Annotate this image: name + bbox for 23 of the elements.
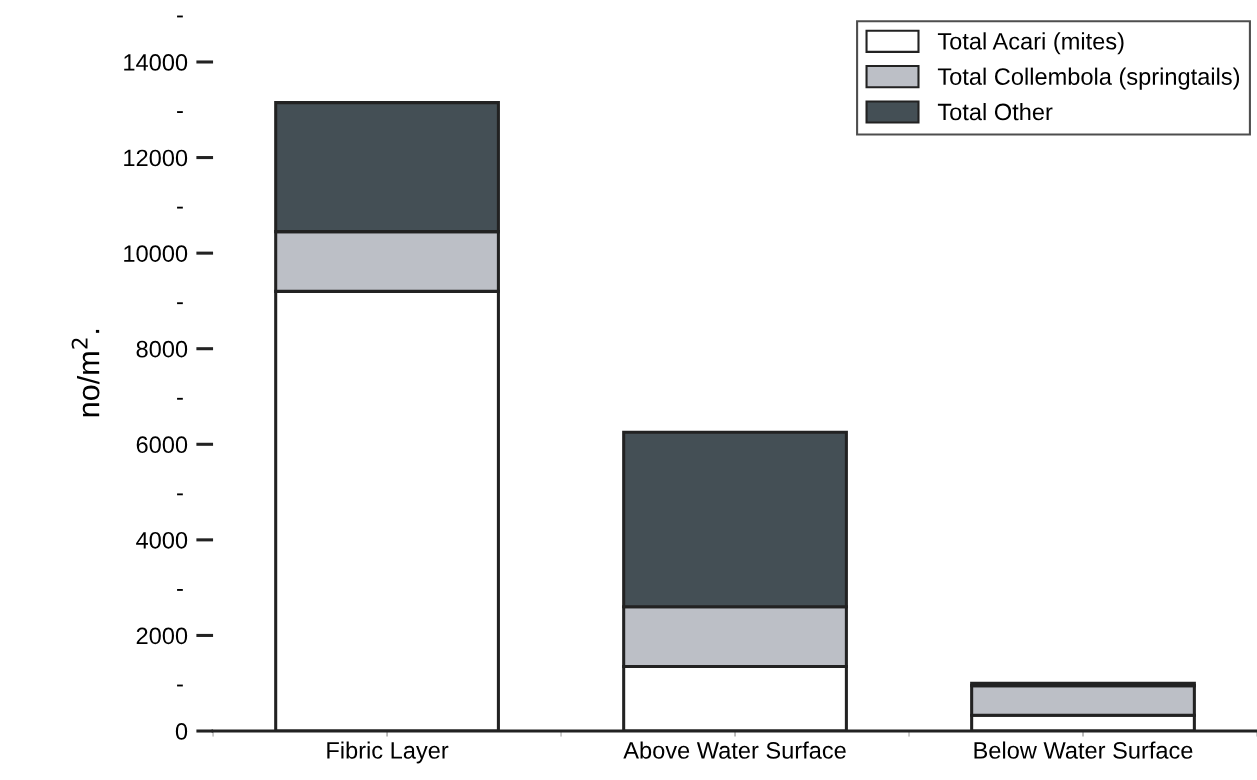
- y-tick-label: 12000: [124, 149, 188, 167]
- y-tick-label: -: [177, 15, 183, 18]
- y-tick-label: 10000: [124, 245, 188, 262]
- y-tick-label: 4000: [136, 531, 188, 549]
- x-tick-label: Above Water Surface: [623, 741, 846, 759]
- legend-label: Total Other: [937, 102, 1053, 121]
- y-tick-label: -: [177, 493, 183, 496]
- y-tick-label: 2000: [136, 627, 188, 645]
- x-tick-label: Below Water Surface: [974, 741, 1193, 759]
- y-tick-label: 6000: [136, 436, 188, 454]
- y-tick-label: 14000: [124, 54, 188, 71]
- y-tick-label: 8000: [136, 340, 188, 358]
- x-tick-label: Fibric Layer: [327, 741, 449, 764]
- y-tick-label: -: [177, 589, 183, 591]
- y-tick-label: 0: [175, 723, 188, 740]
- legend-label: Total Acari (mites): [937, 32, 1124, 55]
- y-tick-label: -: [177, 397, 183, 400]
- y-axis-title: no/m$^{2}$.: [71, 329, 100, 417]
- y-tick-label: -: [177, 206, 183, 209]
- y-tick-label: -: [177, 684, 183, 687]
- y-tick-label: -: [177, 111, 183, 113]
- y-tick-label: -: [177, 302, 183, 305]
- legend-label: Total Collembola (springtails): [937, 67, 1240, 90]
